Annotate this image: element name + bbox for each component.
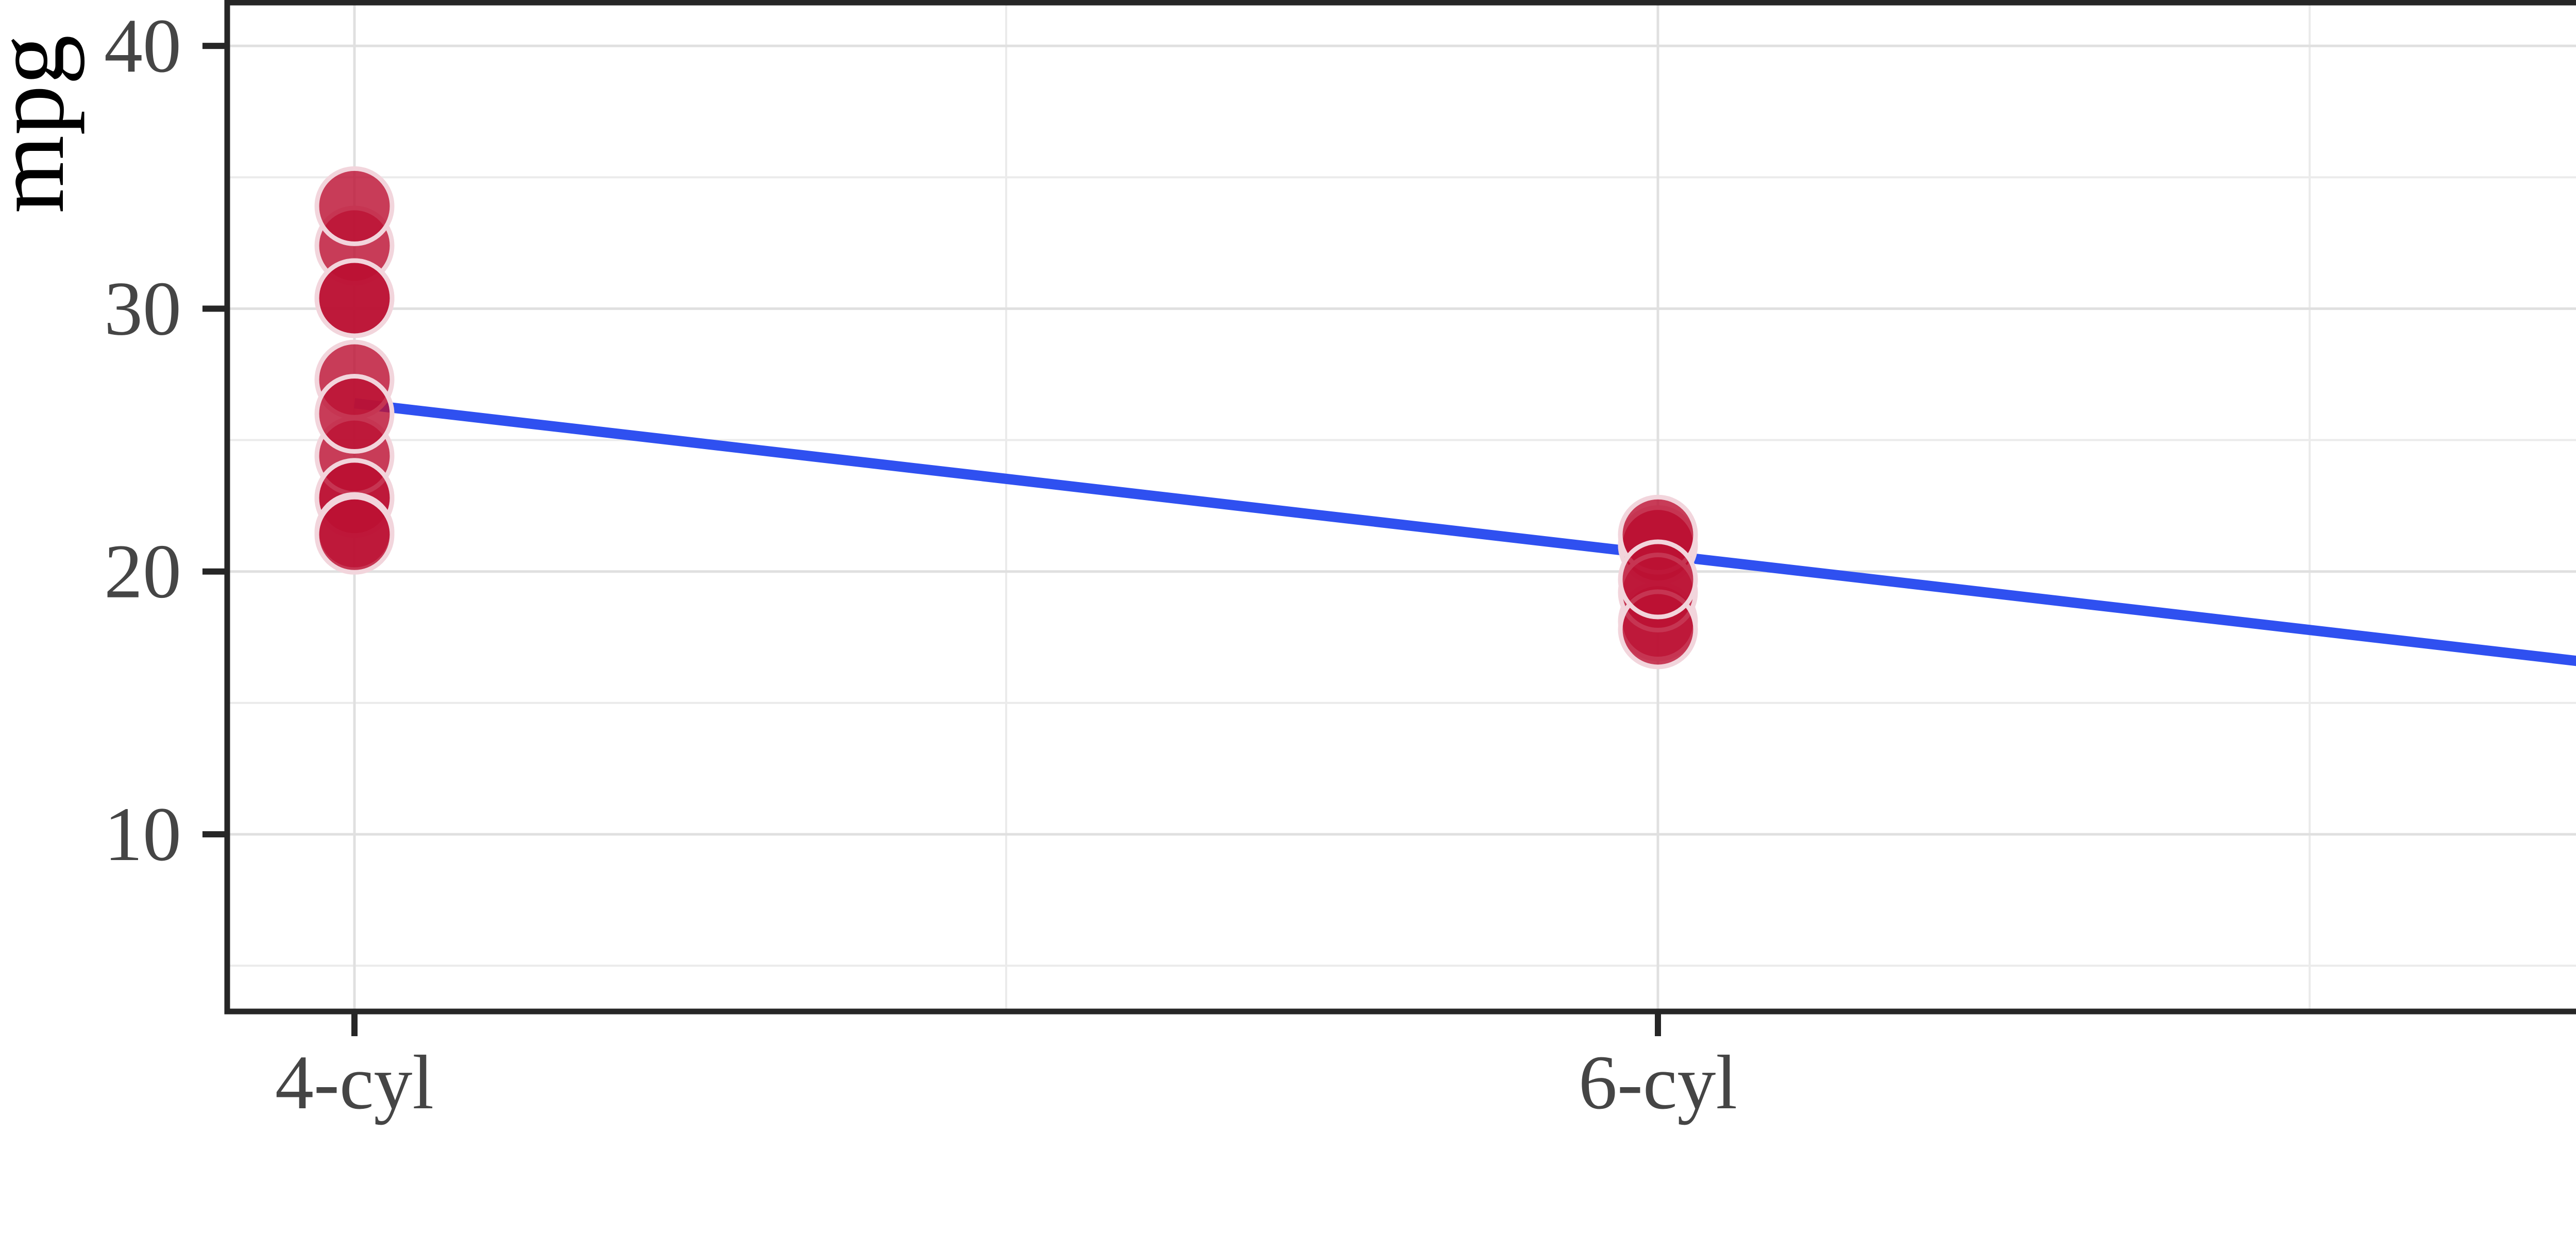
gridlines-minor [227,3,2576,1011]
x-tick-label: 4-cyl [275,1040,434,1125]
y-tick-label: 40 [104,3,181,89]
data-point [314,258,395,338]
y-tick-label: 30 [104,266,181,351]
data-point [1618,539,1698,620]
y-axis-title: mpg [0,35,85,214]
plot-panel [227,3,2576,1011]
data-points-group [314,166,1698,670]
y-tick-label: 10 [104,792,181,877]
data-point [314,166,395,246]
data-point [314,494,395,575]
x-tick-label: 6-cyl [1579,1040,1737,1125]
y-tick-label: 20 [104,529,181,614]
data-point [314,374,395,454]
axis-ticks-group [202,43,1661,1036]
